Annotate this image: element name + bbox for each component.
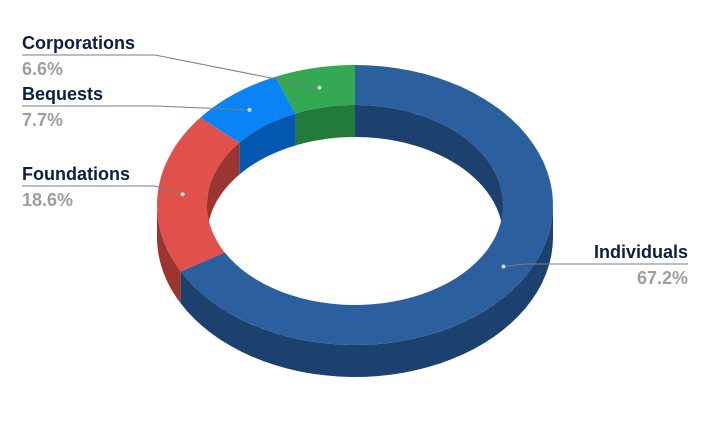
label-bequests: Bequests [22, 84, 103, 104]
leader-dot-individuals [501, 264, 506, 269]
leader-lines [22, 54, 688, 269]
outer-wall-foundations [157, 205, 181, 304]
leader-dot-corporations [317, 85, 322, 90]
leader-line-bequests [22, 105, 250, 111]
inner-wall-foundations-1 [207, 142, 240, 237]
outer-wall-individuals [180, 205, 553, 377]
label-individuals: Individuals [594, 242, 688, 262]
value-corporations: 6.6% [22, 59, 63, 79]
leader-dot-bequests [247, 107, 252, 112]
label-corporations: Corporations [22, 33, 135, 53]
donut-side-walls [157, 105, 553, 377]
slice-labels: Individuals 67.2% Foundations 18.6% Bequests… [22, 33, 688, 288]
value-foundations: 18.6% [22, 190, 73, 210]
slice-foundations [157, 117, 240, 272]
leader-line-corporations [22, 54, 320, 89]
leader-line-individuals [503, 263, 688, 268]
label-foundations: Foundations [22, 164, 130, 184]
inner-wall-individuals-0 [355, 105, 503, 237]
slice-corporations [275, 65, 355, 114]
value-individuals: 67.2% [637, 268, 688, 288]
value-bequests: 7.7% [22, 110, 63, 130]
inner-wall-corporations-1 [295, 105, 355, 146]
inner-wall-bequests-1 [239, 113, 296, 175]
leader-dot-foundations [180, 192, 185, 197]
leader-line-foundations [22, 185, 183, 195]
